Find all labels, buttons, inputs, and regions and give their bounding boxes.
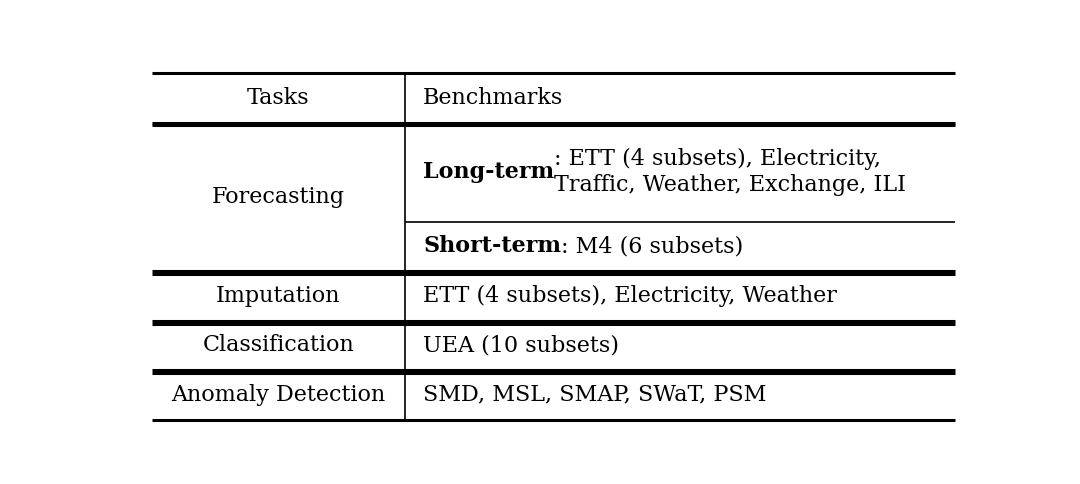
Text: Imputation: Imputation (216, 285, 340, 307)
Text: Classification: Classification (202, 334, 354, 356)
Text: Forecasting: Forecasting (212, 186, 345, 208)
Text: Anomaly Detection: Anomaly Detection (171, 384, 386, 406)
Text: Benchmarks: Benchmarks (423, 87, 564, 109)
Text: Long-term: Long-term (423, 161, 554, 183)
Text: UEA (10 subsets): UEA (10 subsets) (423, 334, 619, 356)
Text: : M4 (6 subsets): : M4 (6 subsets) (562, 235, 743, 257)
Text: SMD, MSL, SMAP, SWaT, PSM: SMD, MSL, SMAP, SWaT, PSM (423, 384, 767, 406)
Text: ETT (4 subsets), Electricity, Weather: ETT (4 subsets), Electricity, Weather (423, 285, 837, 307)
Text: Short-term: Short-term (423, 235, 562, 257)
Text: : ETT (4 subsets), Electricity,
Traffic, Weather, Exchange, ILI: : ETT (4 subsets), Electricity, Traffic,… (554, 148, 906, 196)
Text: Tasks: Tasks (247, 87, 310, 109)
